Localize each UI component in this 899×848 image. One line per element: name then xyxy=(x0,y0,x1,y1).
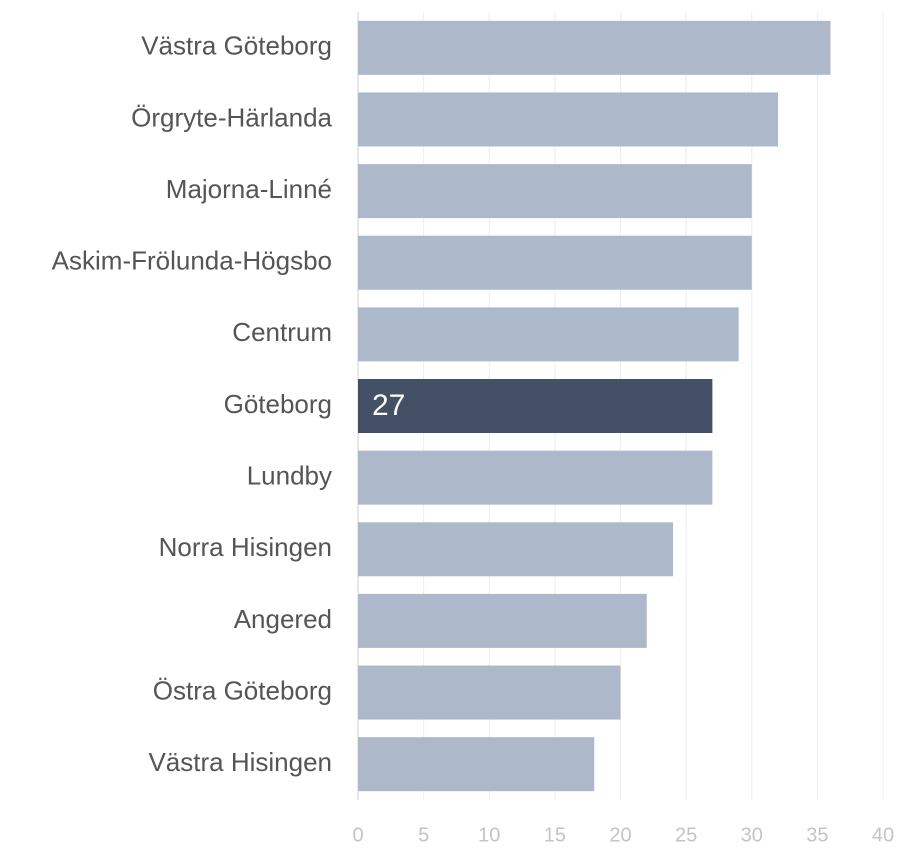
data-label: 27 xyxy=(372,389,405,422)
x-tick-label: 15 xyxy=(544,824,566,846)
x-tick-label: 30 xyxy=(741,824,763,846)
bar xyxy=(358,522,673,577)
y-tick-label: Lundby xyxy=(247,461,332,491)
x-tick-label: 25 xyxy=(675,824,697,846)
y-tick-label: Norra Hisingen xyxy=(159,532,332,562)
y-tick-label: Västra Göteborg xyxy=(141,31,332,61)
y-tick-label: Angered xyxy=(234,604,332,634)
bar xyxy=(358,235,752,290)
x-tick-label: 40 xyxy=(872,824,894,846)
bar xyxy=(358,450,713,505)
x-tick-label: 20 xyxy=(609,824,631,846)
x-tick-label: 35 xyxy=(806,824,828,846)
x-tick-label: 0 xyxy=(352,824,363,846)
x-tick-label: 10 xyxy=(478,824,500,846)
bar xyxy=(358,593,647,648)
x-tick-label: 5 xyxy=(418,824,429,846)
y-tick-label: Askim-Frölunda-Högsbo xyxy=(52,246,332,276)
y-tick-label: Centrum xyxy=(232,317,332,347)
bar xyxy=(358,164,752,219)
bar xyxy=(358,379,713,433)
y-tick-label: Västra Hisingen xyxy=(148,747,332,777)
bar xyxy=(358,20,831,75)
bar xyxy=(358,92,778,147)
y-tick-label: Östra Göteborg xyxy=(153,675,332,705)
y-tick-label: Örgryte-Härlanda xyxy=(131,102,332,132)
bar xyxy=(358,737,595,792)
bar xyxy=(358,665,621,720)
y-tick-label: Majorna-Linné xyxy=(166,174,332,204)
bar xyxy=(358,307,739,362)
y-tick-label: Göteborg xyxy=(224,389,332,419)
